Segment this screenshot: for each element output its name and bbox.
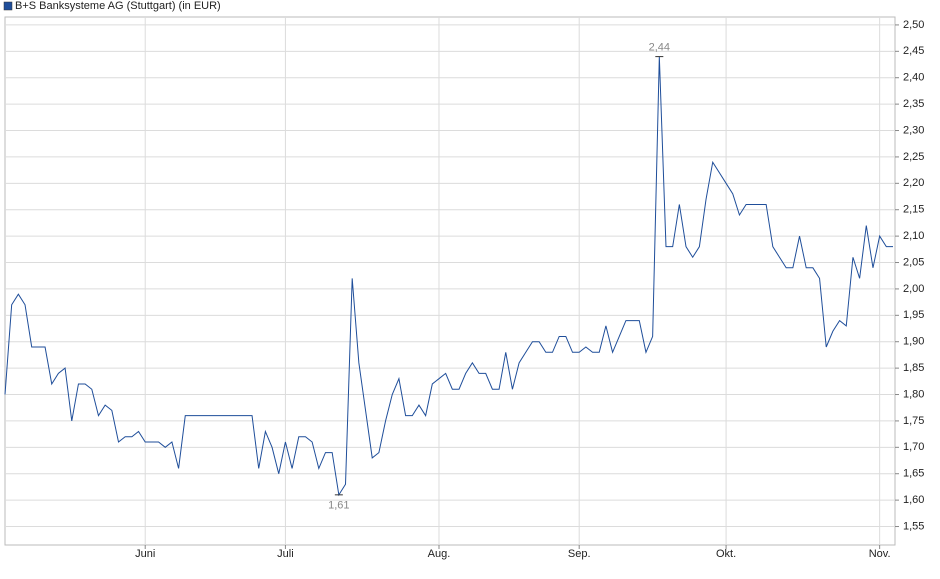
y-tick-label: 1,70 xyxy=(903,441,924,453)
x-tick-label: Juni xyxy=(135,548,155,560)
y-tick-label: 1,95 xyxy=(903,309,924,321)
x-tick-label: Sep. xyxy=(568,548,591,560)
y-tick-label: 2,15 xyxy=(903,204,924,216)
x-tick-label: Juli xyxy=(277,548,294,560)
y-tick-label: 2,00 xyxy=(903,283,924,295)
plot-area xyxy=(4,16,896,546)
y-tick-label: 1,80 xyxy=(903,388,924,400)
y-tick-label: 1,65 xyxy=(903,468,924,480)
price-line xyxy=(4,56,893,497)
y-tick-label: 2,10 xyxy=(903,230,924,242)
x-tick-label: Aug. xyxy=(428,548,451,560)
legend-swatch xyxy=(3,1,13,11)
y-tick-label: 1,90 xyxy=(903,336,924,348)
y-tick-label: 2,35 xyxy=(903,98,924,110)
y-tick-label: 1,55 xyxy=(903,520,924,532)
y-tick-label: 1,60 xyxy=(903,494,924,506)
extreme-label: 2,44 xyxy=(649,42,670,54)
x-tick-label: Nov. xyxy=(869,548,891,560)
y-tick-label: 2,20 xyxy=(903,177,924,189)
extreme-label: 1,61 xyxy=(328,500,349,512)
y-tick-label: 2,30 xyxy=(903,124,924,136)
y-tick-label: 1,75 xyxy=(903,415,924,427)
y-tick-label: 2,40 xyxy=(903,72,924,84)
x-tick-label: Okt. xyxy=(716,548,736,560)
legend-label: B+S Banksysteme AG (Stuttgart) (in EUR) xyxy=(15,0,221,12)
y-tick-label: 2,05 xyxy=(903,256,924,268)
y-tick-label: 2,25 xyxy=(903,151,924,163)
y-tick-label: 2,50 xyxy=(903,19,924,31)
y-tick-label: 2,45 xyxy=(903,45,924,57)
y-tick-label: 1,85 xyxy=(903,362,924,374)
